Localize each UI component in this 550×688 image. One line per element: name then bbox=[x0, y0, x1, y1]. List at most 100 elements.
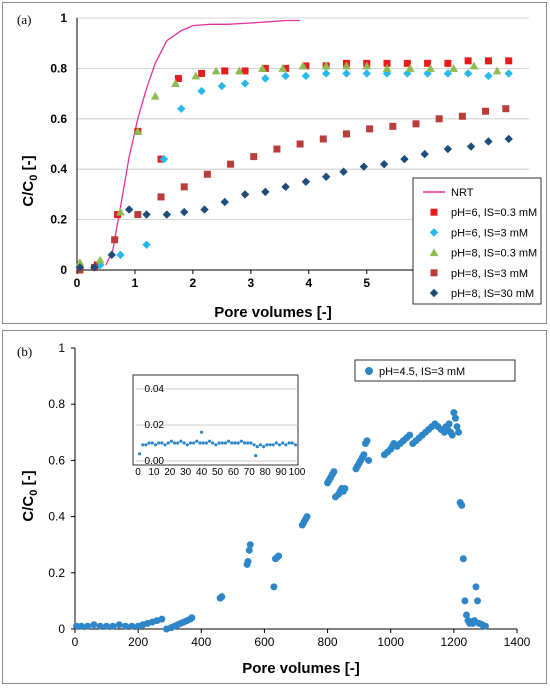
y-tick-label: 0 bbox=[60, 263, 67, 277]
data-point bbox=[188, 614, 196, 622]
inset-data-point bbox=[169, 439, 173, 443]
data-point bbox=[302, 62, 310, 70]
inset-data-point bbox=[233, 441, 237, 445]
chart-b-axes bbox=[74, 348, 517, 630]
inset-data-point bbox=[150, 441, 154, 445]
inset-data-point bbox=[246, 441, 250, 445]
legend-entry-label: pH=6, IS=3 mM bbox=[451, 227, 528, 239]
legend-swatch bbox=[429, 248, 439, 257]
chart-a-legend: NRT pH=6, IS=0.3 mM pH=6, IS=3 mM pH=8, IS=… bbox=[412, 177, 542, 305]
data-point bbox=[461, 597, 469, 605]
data-point bbox=[246, 541, 254, 549]
inset-data-point bbox=[252, 443, 256, 447]
data-point bbox=[234, 66, 244, 75]
chart-a-y-ticks: 0 0.2 0.4 0.6 0.8 1 bbox=[50, 11, 67, 277]
data-point bbox=[95, 255, 105, 264]
inset-data-point bbox=[262, 445, 266, 449]
data-point bbox=[174, 74, 182, 82]
panel-label-a: (a) bbox=[17, 12, 31, 27]
inset-data-point bbox=[163, 443, 167, 447]
inset-x-tick-label: 50 bbox=[212, 467, 224, 478]
x-tick-label: 1200 bbox=[441, 635, 468, 649]
inset-data-point bbox=[290, 441, 294, 445]
data-point bbox=[261, 64, 269, 72]
inset-data-point bbox=[277, 443, 282, 447]
inset-x-tick-label: 100 bbox=[289, 467, 306, 478]
inset-y-tick-label: 0.02 bbox=[145, 420, 165, 431]
data-point bbox=[142, 240, 151, 249]
data-point bbox=[240, 79, 250, 88]
data-point bbox=[481, 622, 489, 630]
data-point bbox=[412, 120, 420, 128]
data-point bbox=[405, 64, 415, 72]
data-point bbox=[150, 91, 160, 100]
inset-data-point bbox=[255, 445, 259, 449]
legend-entry-label: pH=6, IS=0.3 mM bbox=[451, 207, 537, 219]
data-point bbox=[221, 67, 229, 75]
data-point bbox=[339, 167, 348, 176]
inset-data-point bbox=[220, 441, 224, 445]
data-point bbox=[158, 615, 166, 623]
inset-data-point bbox=[281, 441, 285, 445]
legend-entry-label: pH=8, IS=3 mM bbox=[451, 268, 528, 280]
data-point bbox=[261, 187, 270, 197]
inset-data-point bbox=[166, 441, 170, 445]
data-point bbox=[406, 431, 414, 439]
data-point bbox=[321, 172, 331, 181]
inset-data-point bbox=[195, 439, 199, 443]
y-tick-label: 1 bbox=[58, 341, 65, 355]
x-tick-label: 1 bbox=[132, 276, 139, 290]
data-point bbox=[220, 197, 229, 207]
inset-x-tick-label: 70 bbox=[244, 467, 256, 478]
inset-data-point bbox=[287, 441, 291, 445]
data-point bbox=[484, 137, 493, 146]
data-point bbox=[502, 105, 510, 113]
data-point bbox=[464, 57, 472, 65]
data-point bbox=[198, 69, 206, 77]
inset-data-point bbox=[207, 439, 212, 443]
data-point bbox=[261, 74, 270, 83]
data-point bbox=[342, 130, 350, 138]
data-point bbox=[107, 250, 116, 260]
data-point bbox=[504, 69, 513, 78]
data-point bbox=[240, 190, 250, 199]
data-point bbox=[389, 122, 397, 130]
panel-label-b: (b) bbox=[17, 344, 32, 359]
inset-data-point bbox=[230, 441, 234, 445]
data-point bbox=[301, 71, 311, 81]
inset-data-point bbox=[223, 441, 228, 445]
y-tick-label: 1 bbox=[60, 11, 67, 25]
data-point bbox=[450, 409, 458, 417]
x-tick-label: 5 bbox=[363, 276, 370, 290]
legend-swatch bbox=[430, 269, 438, 277]
data-point bbox=[298, 61, 308, 70]
y-tick-label: 0.8 bbox=[50, 61, 67, 75]
series-line-nrt bbox=[105, 19, 301, 266]
data-point bbox=[84, 622, 92, 630]
data-point bbox=[200, 205, 209, 214]
data-point bbox=[453, 423, 461, 431]
chart-panel-b: (b) 0 0.2 0.4 0.6 0.8 1 0 200 400 600 800 1000 1200… bbox=[2, 330, 547, 684]
data-point bbox=[278, 64, 288, 72]
chart-panel-a: (a) 0 0.2 0.4 0.6 0.8 1 0 1 2 3 4 5 Pore volumes [… bbox=[2, 2, 547, 324]
data-point bbox=[472, 583, 480, 591]
data-point bbox=[244, 558, 252, 566]
inset-data-point bbox=[144, 443, 148, 447]
data-point bbox=[462, 611, 470, 619]
data-point bbox=[443, 144, 453, 154]
inset-data-point bbox=[217, 441, 221, 445]
data-point bbox=[449, 64, 459, 72]
legend-swatch bbox=[430, 208, 438, 216]
inset-data-point bbox=[265, 443, 269, 447]
data-point bbox=[360, 451, 368, 459]
chart-b-y-axis-title: C/C0 [-] bbox=[20, 470, 40, 521]
data-point bbox=[400, 154, 409, 164]
inset-data-point bbox=[137, 452, 142, 456]
data-point bbox=[445, 420, 453, 428]
data-point bbox=[444, 59, 452, 67]
inset-data-point bbox=[242, 441, 247, 445]
data-point bbox=[109, 622, 117, 630]
data-point bbox=[366, 125, 374, 133]
inset-data-point bbox=[284, 443, 288, 447]
data-point bbox=[159, 154, 169, 164]
